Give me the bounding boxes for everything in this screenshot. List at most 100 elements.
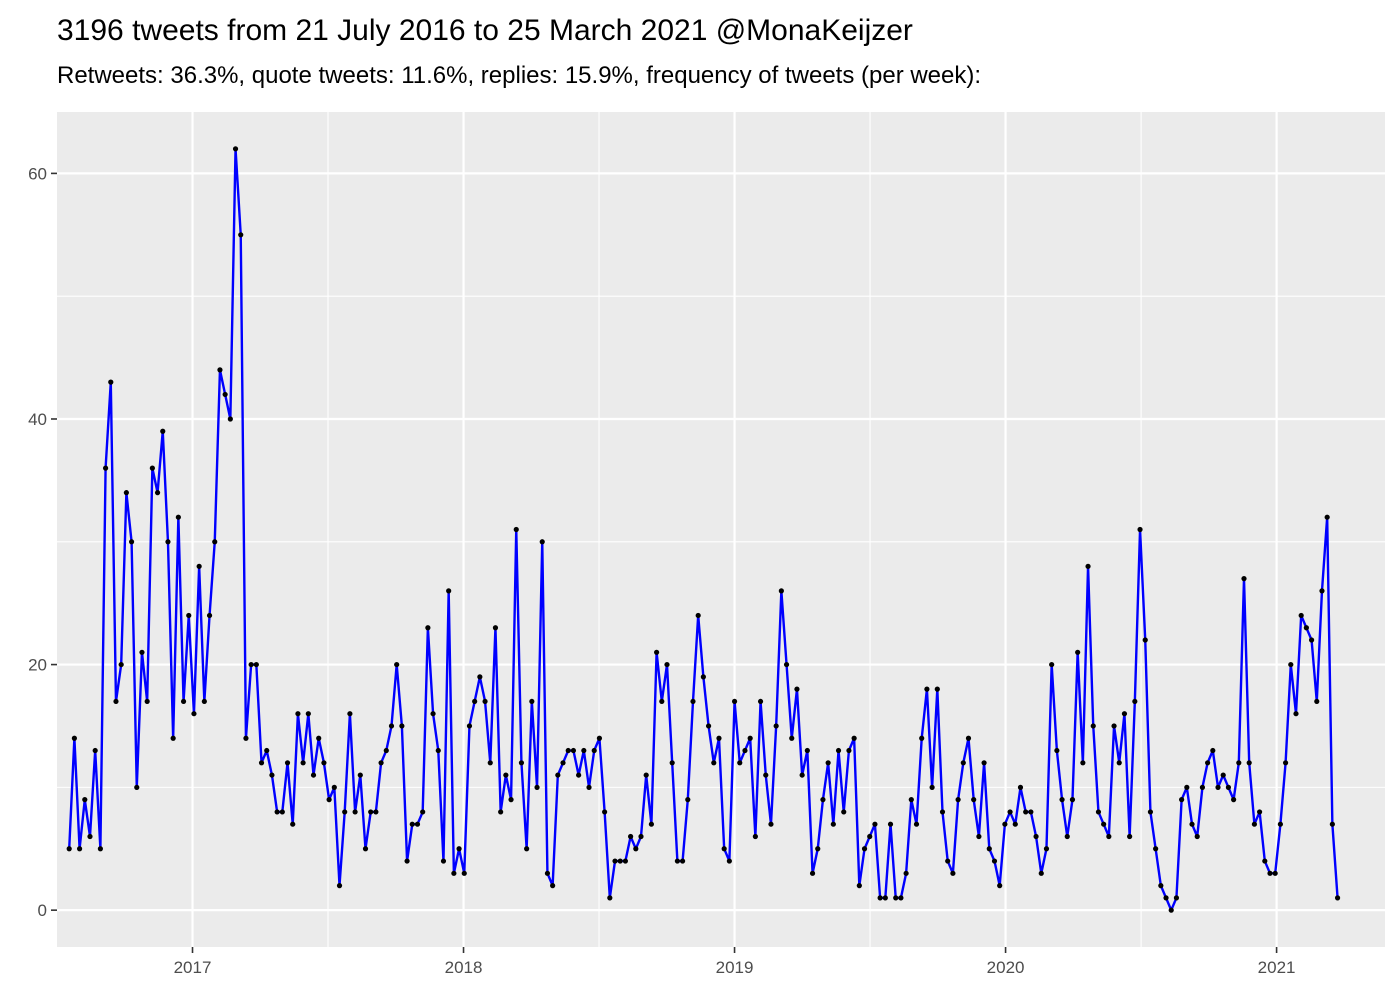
data-point: [664, 661, 670, 668]
data-point: [1277, 821, 1283, 827]
data-point: [456, 846, 462, 852]
data-point: [576, 772, 582, 778]
data-point: [560, 760, 566, 766]
data-point: [997, 883, 1003, 889]
data-point: [336, 883, 343, 889]
data-point: [934, 686, 940, 692]
data-point: [633, 846, 639, 852]
x-tick-label-2019: 2019: [716, 958, 754, 977]
data-point: [1293, 711, 1299, 717]
data-point: [284, 760, 291, 766]
data-point: [102, 465, 109, 471]
data-point: [565, 747, 571, 754]
data-point: [872, 821, 878, 827]
data-point: [1225, 784, 1232, 790]
data-point: [1334, 895, 1341, 901]
data-point: [1215, 784, 1221, 790]
data-point: [581, 747, 587, 754]
data-point: [1220, 772, 1226, 778]
data-point: [991, 858, 998, 864]
data-point: [482, 698, 488, 705]
data-point: [1267, 870, 1273, 876]
data-point: [695, 612, 701, 619]
data-point: [1236, 760, 1242, 766]
data-point: [342, 809, 348, 815]
data-point: [1085, 563, 1091, 569]
data-point: [300, 760, 306, 766]
data-point: [269, 772, 275, 778]
data-point: [1251, 821, 1257, 827]
data-point: [1043, 846, 1050, 852]
data-point: [1142, 637, 1148, 643]
data-point: [659, 698, 665, 705]
data-point: [1158, 883, 1164, 889]
data-point: [705, 723, 712, 729]
data-point: [352, 809, 358, 815]
data-point: [960, 760, 966, 766]
data-point: [965, 735, 972, 741]
major-gridlines: [57, 112, 1385, 947]
data-point: [1288, 661, 1294, 668]
data-point: [466, 723, 473, 729]
data-point: [227, 416, 233, 422]
data-point: [1038, 870, 1044, 876]
data-point: [1028, 809, 1034, 815]
data-point: [373, 809, 379, 815]
data-point: [160, 428, 166, 434]
data-point: [607, 895, 613, 901]
data-point: [716, 735, 722, 741]
data-point: [674, 858, 680, 864]
data-point: [212, 539, 218, 545]
data-point: [196, 563, 202, 569]
data-point: [1324, 514, 1330, 520]
data-point: [851, 735, 857, 741]
data-point: [643, 772, 649, 778]
data-point: [622, 858, 629, 864]
data-point: [321, 760, 327, 766]
data-point: [409, 821, 415, 827]
data-point: [939, 809, 946, 815]
data-point: [503, 772, 509, 778]
data-point: [477, 674, 483, 680]
data-point: [1023, 809, 1029, 815]
data-point: [128, 539, 135, 545]
data-point: [1262, 858, 1268, 864]
data-point: [1329, 821, 1335, 827]
data-point: [305, 711, 311, 717]
data-point: [217, 367, 223, 373]
data-point: [768, 821, 774, 827]
data-point: [856, 883, 862, 889]
data-point: [1194, 833, 1200, 840]
data-point: [1075, 649, 1081, 655]
data-point: [201, 698, 207, 705]
data-point: [279, 809, 285, 815]
data-point: [430, 711, 436, 717]
data-point: [1168, 907, 1174, 913]
data-point: [721, 846, 727, 852]
data-point: [731, 698, 738, 705]
data-point: [825, 760, 831, 766]
data-point: [274, 809, 280, 815]
data-point: [1173, 895, 1180, 901]
data-point: [887, 821, 894, 827]
data-point: [1189, 821, 1195, 827]
data-point: [326, 797, 332, 803]
data-point: [487, 760, 493, 766]
data-point: [1127, 833, 1133, 840]
x-tick-label-2021: 2021: [1258, 958, 1296, 977]
data-point: [846, 747, 852, 754]
data-point: [1095, 809, 1102, 815]
data-point: [596, 735, 603, 741]
data-point: [617, 858, 623, 864]
data-point: [1080, 760, 1086, 766]
data-point: [986, 846, 992, 852]
data-point: [290, 821, 296, 827]
data-point: [1121, 711, 1128, 717]
data-point: [830, 821, 836, 827]
data-point: [752, 833, 758, 840]
data-point: [310, 772, 317, 778]
data-point: [763, 772, 769, 778]
data-point: [742, 747, 748, 754]
data-point: [1314, 698, 1320, 705]
data-point: [472, 698, 478, 705]
